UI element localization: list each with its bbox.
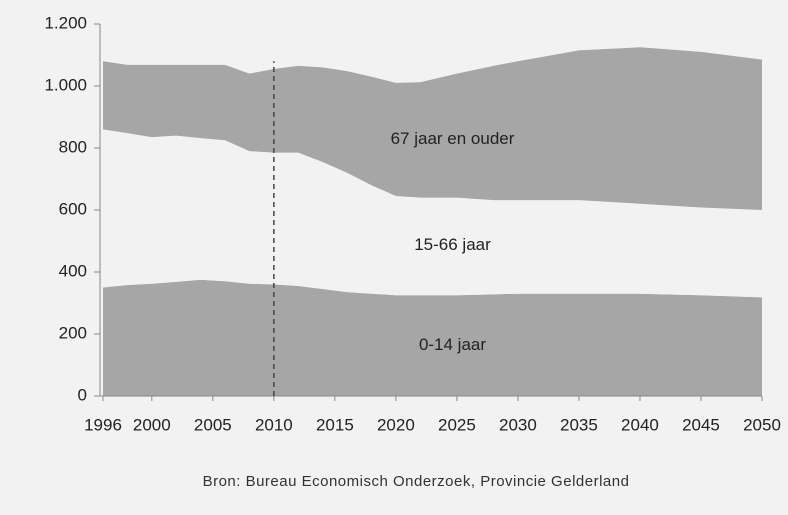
x-tick-label: 1996 xyxy=(84,415,122,434)
x-tick-label: 2050 xyxy=(743,415,781,434)
x-tick-label: 2030 xyxy=(499,415,537,434)
y-tick-label: 800 xyxy=(59,137,87,156)
x-tick-label: 2045 xyxy=(682,415,720,434)
x-tick-label: 2005 xyxy=(194,415,232,434)
x-tick-label: 2040 xyxy=(621,415,659,434)
series-label: 67 jaar en ouder xyxy=(391,129,515,148)
area xyxy=(103,279,762,396)
series-label: 0-14 jaar xyxy=(419,335,486,354)
area xyxy=(103,47,762,210)
x-tick-label: 2000 xyxy=(133,415,171,434)
area xyxy=(103,129,762,298)
y-tick-label: 1.000 xyxy=(44,75,87,94)
y-tick-label: 1.200 xyxy=(44,13,87,32)
source: Bron: Bureau Economisch Onderzoek, Provi… xyxy=(203,473,630,490)
x-tick-label: 2015 xyxy=(316,415,354,434)
x-tick-label: 2020 xyxy=(377,415,415,434)
y-tick-label: 400 xyxy=(59,261,87,280)
y-tick-label: 0 xyxy=(78,385,87,404)
series-label: 15-66 jaar xyxy=(414,235,491,254)
y-tick-label: 200 xyxy=(59,323,87,342)
y-tick-label: 600 xyxy=(59,199,87,218)
x-tick-label: 2025 xyxy=(438,415,476,434)
x-tick-label: 2035 xyxy=(560,415,598,434)
x-tick-label: 2010 xyxy=(255,415,293,434)
